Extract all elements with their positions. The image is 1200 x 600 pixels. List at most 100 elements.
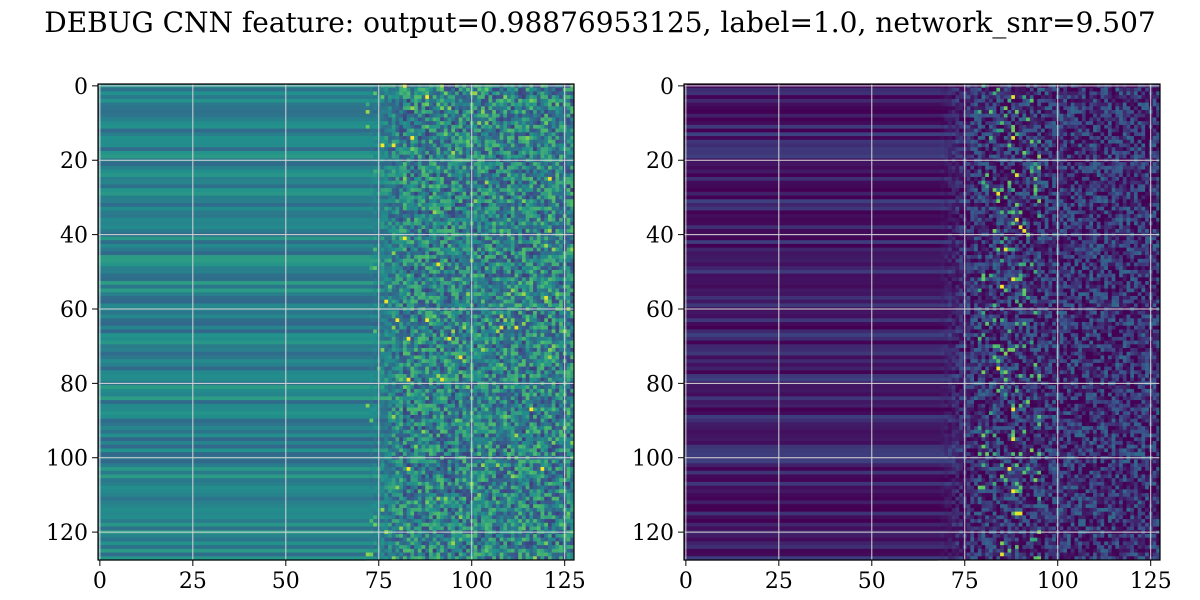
- heatmap-cell: [462, 333, 467, 338]
- heatmap-cell: [440, 214, 445, 219]
- heatmap-cell: [544, 203, 549, 208]
- heatmap-cell: [458, 366, 463, 371]
- heatmap-row-band: [98, 355, 367, 360]
- heatmap-cell: [462, 236, 467, 241]
- heatmap-cell: [536, 162, 541, 167]
- heatmap-cell: [518, 292, 523, 297]
- heatmap-cell: [466, 247, 471, 252]
- heatmap-cell: [432, 195, 437, 200]
- heatmap-row-band: [98, 344, 367, 349]
- heatmap-cell: [481, 188, 486, 193]
- heatmap-cell: [492, 236, 497, 241]
- heatmap-cell: [518, 255, 523, 260]
- heatmap-cell: [451, 176, 456, 182]
- heatmap-cell: [440, 147, 445, 152]
- heatmap-cell: [417, 388, 422, 394]
- heatmap-cell: [380, 284, 385, 289]
- heatmap-cell: [570, 195, 575, 200]
- heatmap-row-band: [98, 243, 367, 249]
- heatmap-cell: [417, 98, 422, 103]
- heatmap-cell: [473, 169, 478, 174]
- heatmap-cell: [410, 344, 415, 349]
- heatmap-cell: [492, 314, 497, 319]
- heatmap-cell: [455, 258, 460, 263]
- heatmap-cell: [536, 303, 541, 308]
- heatmap-cell: [536, 269, 541, 275]
- heatmap-cell: [443, 188, 448, 193]
- heatmap-cell: [365, 322, 370, 327]
- heatmap-cell: [414, 95, 419, 100]
- heatmap-cell: [432, 403, 437, 408]
- heatmap-cell: [399, 176, 404, 182]
- heatmap-cell: [477, 236, 482, 241]
- heatmap-cell: [540, 132, 545, 137]
- heatmap-cell: [466, 106, 471, 111]
- heatmap-cell: [570, 258, 575, 263]
- heatmap-cell: [421, 195, 426, 200]
- heatmap-cell: [521, 136, 527, 141]
- heatmap-cell: [399, 284, 404, 289]
- heatmap-cell: [417, 362, 422, 368]
- heatmap-cell: [410, 195, 415, 200]
- heatmap-cell: [518, 188, 523, 193]
- heatmap-cell: [473, 403, 478, 408]
- heatmap-cell: [559, 184, 564, 189]
- heatmap-cell: [414, 162, 419, 167]
- heatmap-cell: [555, 124, 560, 130]
- heatmap-cell: [406, 292, 411, 297]
- heatmap-cell: [436, 180, 441, 185]
- heatmap-cell: [525, 266, 530, 271]
- heatmap-cell: [533, 210, 538, 215]
- heatmap-cell: [566, 184, 571, 189]
- heatmap-cell: [507, 95, 512, 100]
- heatmap-cell: [529, 310, 534, 315]
- heatmap-cell: [384, 400, 389, 405]
- heatmap-cell: [529, 229, 534, 234]
- heatmap-cell: [570, 176, 575, 182]
- heatmap-cell: [369, 121, 374, 126]
- heatmap-cell: [365, 377, 370, 382]
- heatmap-cell: [514, 277, 519, 282]
- heatmap-cell: [406, 176, 411, 182]
- heatmap-cell: [395, 388, 400, 394]
- heatmap-cell: [481, 255, 486, 260]
- heatmap-cell: [462, 322, 467, 327]
- heatmap-cell: [451, 269, 456, 275]
- heatmap-cell: [559, 106, 564, 111]
- heatmap-cell: [425, 188, 430, 193]
- heatmap-cell: [391, 169, 396, 174]
- heatmap-cell: [521, 403, 527, 408]
- heatmap-cell: [443, 117, 448, 122]
- heatmap-cell: [559, 303, 564, 308]
- heatmap-cell: [540, 210, 545, 215]
- heatmap-cell: [455, 243, 460, 249]
- heatmap-cell: [365, 217, 370, 222]
- heatmap-cell: [514, 102, 519, 107]
- heatmap-cell: [499, 396, 504, 401]
- heatmap-cell: [488, 117, 493, 122]
- heatmap-cell: [510, 240, 515, 245]
- heatmap-cell: [384, 210, 389, 215]
- heatmap-cell: [533, 162, 538, 167]
- heatmap-cell: [495, 136, 501, 141]
- heatmap-cell: [510, 329, 515, 334]
- heatmap-cell: [380, 340, 385, 345]
- heatmap-cell: [414, 377, 419, 382]
- heatmap-cell: [395, 236, 400, 241]
- heatmap-cell: [514, 154, 519, 159]
- heatmap-cell: [555, 206, 560, 211]
- heatmap-cell: [473, 236, 478, 241]
- heatmap-cell: [544, 199, 549, 204]
- heatmap-cell: [410, 240, 415, 245]
- heatmap-cell: [514, 117, 519, 122]
- heatmap-cell: [544, 385, 549, 390]
- heatmap-cell: [540, 236, 545, 241]
- heatmap-cell: [402, 217, 408, 222]
- heatmap-cell: [384, 147, 389, 152]
- heatmap-cell: [510, 392, 515, 397]
- heatmap-cell: [384, 325, 389, 330]
- heatmap-cell: [551, 359, 556, 364]
- heatmap-cell: [451, 292, 456, 297]
- heatmap-cell: [551, 210, 556, 215]
